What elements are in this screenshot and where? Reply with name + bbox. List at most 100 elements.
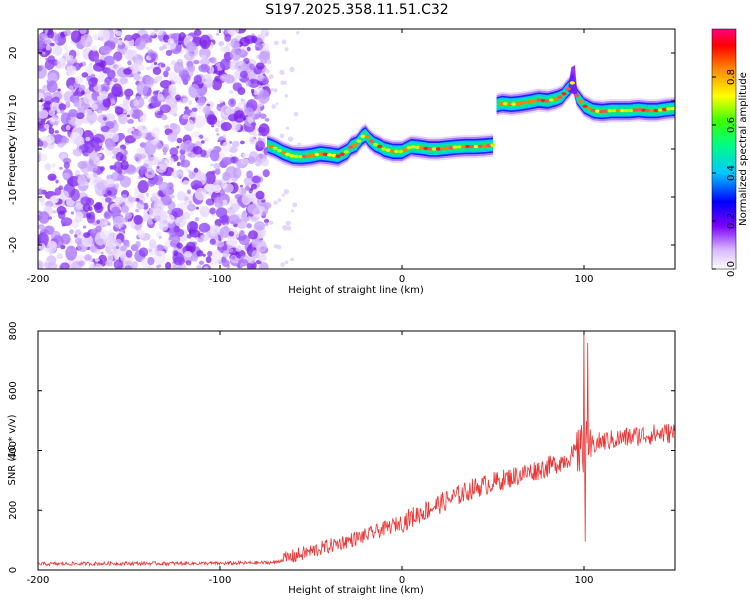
noise-blob <box>164 157 175 166</box>
noise-blob <box>60 217 73 227</box>
noise-blob <box>124 49 134 61</box>
noise-blob <box>203 105 211 115</box>
noise-blob <box>219 226 231 238</box>
noise-blob <box>110 206 121 219</box>
noise-blob <box>220 58 232 71</box>
noise-blob <box>137 180 149 194</box>
noise-blob <box>199 34 211 50</box>
noise-blob <box>171 207 184 218</box>
snr-y-tick-label: 200 <box>8 501 19 520</box>
noise-blob <box>158 181 170 193</box>
noise-blob <box>124 265 132 269</box>
noise-blob <box>237 188 242 194</box>
noise-blob <box>202 253 206 257</box>
noise-blob <box>115 245 120 250</box>
trace-hotspot <box>427 147 433 151</box>
noise-blob <box>103 178 116 188</box>
trace-hotspot <box>502 102 508 106</box>
noise-blob <box>250 183 258 190</box>
noise-blob <box>48 127 55 135</box>
noise-blob <box>197 137 201 141</box>
trace-hotspot <box>506 102 513 106</box>
noise-blob <box>168 86 177 96</box>
spectrogram-y-label: Frequency (Hz) <box>7 111 18 187</box>
trace-hotspot <box>477 144 483 149</box>
noise-blob <box>159 80 172 89</box>
trace-hotspot <box>578 99 584 104</box>
noise-blob <box>84 140 95 154</box>
trace-hotspot <box>297 154 303 159</box>
noise-blob <box>48 109 56 117</box>
noise-blob <box>55 57 67 69</box>
noise-blob <box>102 98 112 108</box>
noise-blob <box>222 134 227 138</box>
noise-blob <box>69 229 74 234</box>
noise-blob <box>125 243 130 248</box>
noise-blob <box>216 132 220 136</box>
noise-blob <box>114 106 124 115</box>
noise-blob <box>188 171 196 179</box>
trace-hotspot <box>649 108 655 113</box>
noise-blob <box>124 211 133 219</box>
trace-hotspot <box>352 143 358 147</box>
noise-blob <box>106 254 114 263</box>
noise-speck <box>290 209 294 213</box>
snr-panel: -200 -100 0 100 0 200 400 600 800 Height of stra… <box>7 321 676 596</box>
noise-speck <box>285 220 291 226</box>
noise-blob <box>38 104 44 112</box>
noise-blob <box>183 250 193 258</box>
noise-blob <box>127 110 134 115</box>
noise-blob <box>173 225 180 233</box>
noise-blob <box>222 171 231 181</box>
noise-blob <box>123 68 132 75</box>
noise-blob <box>239 229 246 237</box>
trace-hotspot <box>582 104 588 108</box>
trace-hotspot <box>540 98 546 103</box>
noise-blob <box>103 116 107 121</box>
noise-blob <box>230 119 241 132</box>
noise-blob <box>235 245 242 252</box>
noise-blob <box>255 140 266 151</box>
noise-blob <box>255 240 267 253</box>
noise-blob <box>47 29 55 39</box>
trace-hotspot <box>276 148 282 153</box>
noise-blob <box>96 74 105 83</box>
noise-blob <box>49 42 55 47</box>
noise-blob <box>191 107 198 112</box>
noise-blob <box>189 238 195 243</box>
noise-blob <box>200 54 207 60</box>
noise-blob <box>82 225 87 229</box>
noise-blob <box>38 243 46 251</box>
noise-blob <box>187 152 192 157</box>
noise-blob <box>133 214 143 225</box>
trace-hotspot <box>640 108 647 112</box>
trace-hotspot <box>544 99 550 103</box>
trace-hotspot <box>393 149 400 154</box>
noise-blob <box>65 245 78 261</box>
noise-blob <box>59 166 63 170</box>
noise-blob <box>96 107 103 114</box>
noise-blob <box>41 140 48 148</box>
noise-blob <box>113 78 118 83</box>
noise-blob <box>197 237 204 243</box>
noise-speck <box>276 244 282 250</box>
noise-blob <box>119 175 132 188</box>
noise-blob <box>175 94 181 101</box>
noise-blob <box>103 221 108 225</box>
noise-blob <box>165 49 173 57</box>
noise-blob <box>157 93 164 101</box>
noise-blob <box>224 223 228 228</box>
noise-blob <box>86 212 92 219</box>
noise-blob <box>120 160 129 171</box>
noise-blob <box>221 181 228 189</box>
noise-blob <box>206 114 218 126</box>
noise-blob <box>167 132 178 143</box>
noise-blob <box>134 58 143 66</box>
noise-blob <box>182 114 190 120</box>
noise-blob <box>177 161 181 167</box>
noise-blob <box>209 149 220 162</box>
noise-blob <box>254 42 263 51</box>
noise-blob <box>166 101 178 116</box>
noise-blob <box>250 137 255 143</box>
